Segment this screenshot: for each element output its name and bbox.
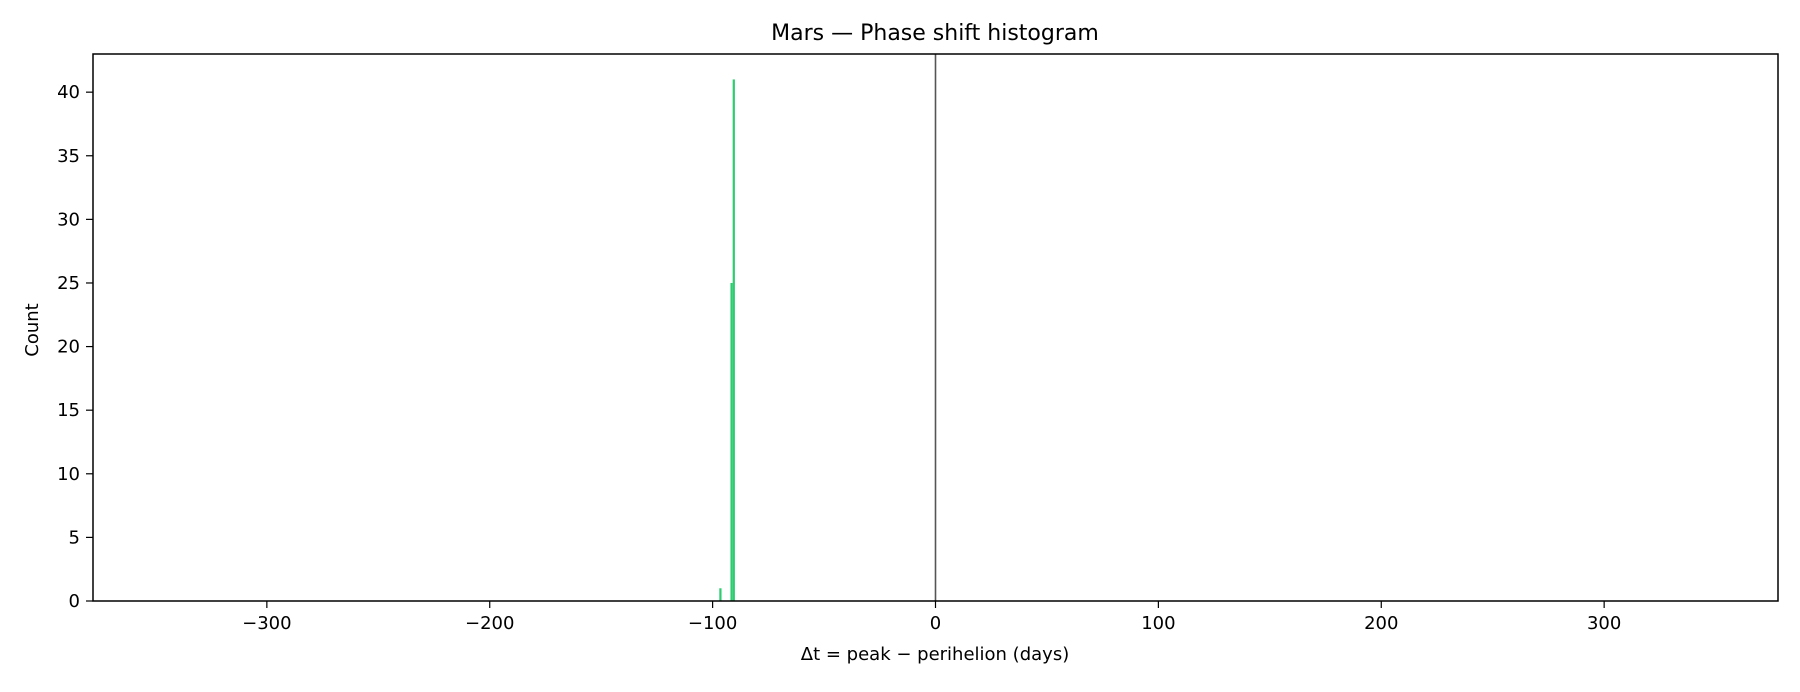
x-tick-label: 100	[1141, 613, 1175, 634]
y-tick-label: 5	[69, 527, 80, 548]
x-axis-label: Δt = peak − perihelion (days)	[801, 644, 1069, 665]
x-tick-label: 0	[930, 613, 941, 634]
y-tick-label: 0	[69, 591, 80, 612]
y-tick-label: 40	[57, 82, 80, 103]
y-tick-label: 10	[57, 464, 80, 485]
plot-area: −300 −200 −100 0 100 200 300 0 5 10 15 20 25 30 35 40	[57, 53, 1779, 634]
x-tick-label: −100	[688, 613, 737, 634]
x-tick-label: 200	[1364, 613, 1398, 634]
y-tick-label: 30	[57, 209, 80, 230]
histogram-bar	[730, 282, 733, 601]
histogram-bar	[719, 588, 722, 601]
chart-title: Mars — Phase shift histogram	[771, 21, 1099, 46]
y-axis-label: Count	[22, 303, 43, 356]
y-tick-label: 25	[57, 273, 80, 294]
x-tick-label: −300	[242, 613, 291, 634]
y-tick-label: 20	[57, 337, 80, 358]
histogram-bar	[732, 79, 735, 601]
y-tick-label: 35	[57, 146, 80, 167]
x-tick-label: 300	[1587, 613, 1621, 634]
y-tick-label: 15	[57, 400, 80, 421]
x-tick-label: −200	[465, 613, 514, 634]
